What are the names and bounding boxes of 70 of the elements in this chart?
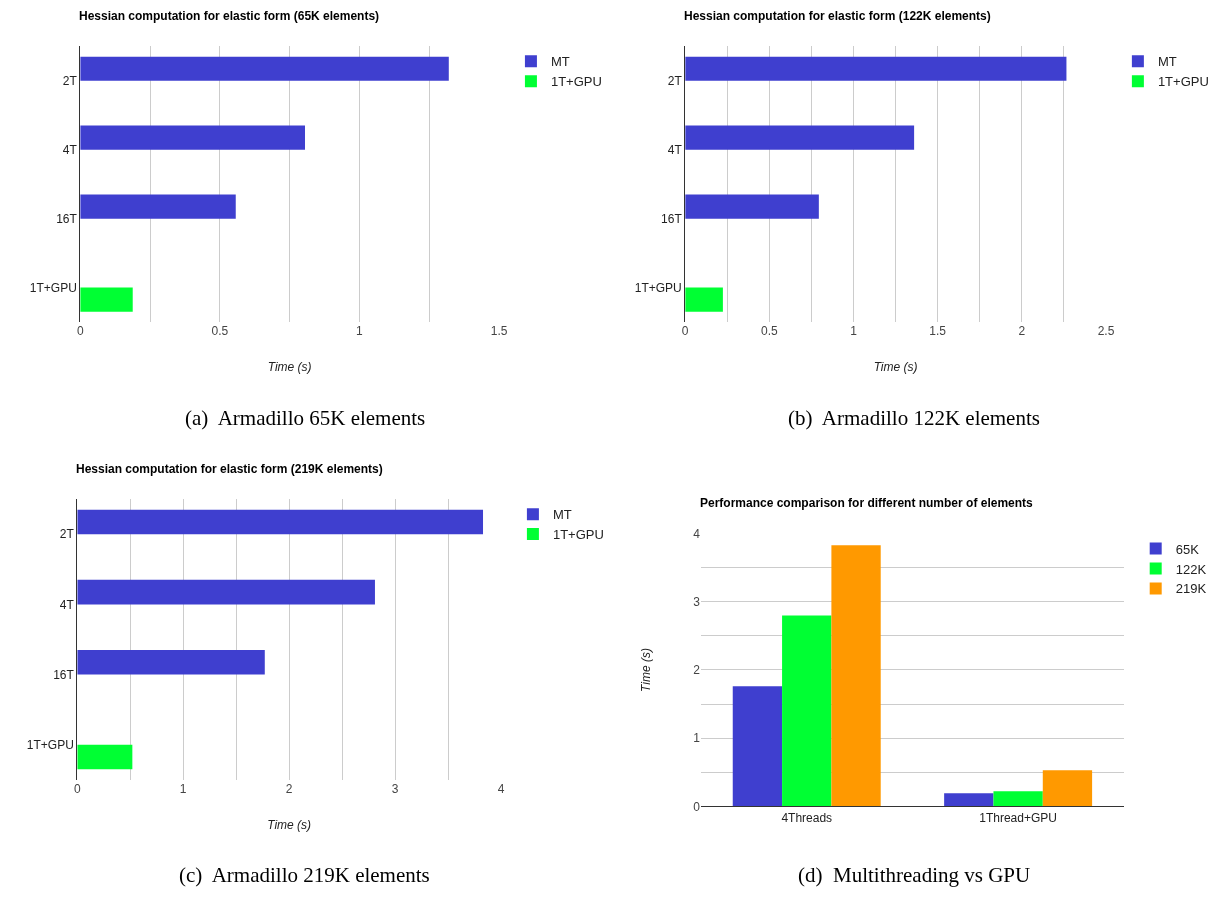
- y-tick-label: 1T+GPU: [26, 737, 74, 752]
- bar: [77, 579, 375, 605]
- x-tick-label: 1: [850, 324, 858, 339]
- legend-label: 65K: [1175, 541, 1200, 557]
- x-axis-title: Time (s): [873, 359, 918, 374]
- x-tick-label: 2.5: [1097, 324, 1115, 339]
- bar: [944, 793, 994, 807]
- y-tick-label: 1: [693, 731, 701, 746]
- bar: [685, 56, 1067, 81]
- bar: [77, 509, 484, 535]
- x-tick-label: 1.5: [929, 324, 947, 339]
- y-tick-label: 1T+GPU: [634, 280, 682, 295]
- text: (b) Armadillo 122K elements: [788, 406, 1040, 430]
- x-tick-label: 0.5: [761, 324, 779, 339]
- bar: [80, 56, 449, 81]
- y-tick-label: 16T: [661, 211, 683, 226]
- x-axis-title: Time (s): [267, 817, 312, 832]
- y-tick-label: 2: [693, 663, 701, 678]
- x-tick-label: 4Threads: [781, 810, 833, 825]
- x-tick-label: 2: [285, 781, 293, 796]
- x-tick-label: 1Thread+GPU: [979, 810, 1057, 825]
- legend-label: MT: [1157, 54, 1177, 70]
- y-tick-label: 16T: [56, 211, 78, 226]
- legend-label: MT: [550, 54, 570, 70]
- chart-title: Hessian computation for elastic form (65K elements): [79, 9, 380, 23]
- legend-label: 122K: [1175, 561, 1207, 577]
- y-tick-label: 2T: [62, 74, 78, 89]
- chart-title: Hessian computation for elastic form (122K elements): [684, 9, 991, 23]
- text: (c) Armadillo 219K elements: [179, 863, 430, 887]
- bar: [732, 686, 783, 807]
- bar: [80, 194, 236, 219]
- legend-label: 219K: [1175, 581, 1207, 597]
- legend-label: MT: [552, 507, 572, 523]
- x-tick-label: 0.5: [211, 324, 229, 339]
- y-tick-label: 1T+GPU: [29, 280, 77, 295]
- x-tick-label: 1: [356, 324, 364, 339]
- bar: [831, 545, 881, 807]
- legend-label: 1T+GPU: [552, 527, 604, 543]
- y-tick-label: 4: [693, 526, 701, 541]
- bar: [685, 287, 723, 312]
- x-tick-label: 1: [179, 781, 187, 796]
- chart-title: Performance comparison for different number of elements: [700, 496, 1034, 510]
- text: (d) Multithreading vs GPU: [798, 863, 1031, 887]
- bar: [993, 791, 1043, 807]
- y-tick-label: 3: [693, 595, 701, 610]
- y-tick-label: 2T: [59, 527, 75, 542]
- y-axis-title: Time (s): [638, 648, 653, 692]
- y-tick-label: 4T: [59, 597, 75, 612]
- y-tick-label: 4T: [667, 142, 683, 157]
- legend-label: 1T+GPU: [550, 74, 602, 90]
- bar: [685, 194, 819, 219]
- y-tick-label: 16T: [53, 667, 75, 682]
- x-axis-title: Time (s): [267, 359, 312, 374]
- y-tick-label: 2T: [667, 74, 683, 89]
- bar: [80, 287, 133, 312]
- text: (a) Armadillo 65K elements: [185, 406, 426, 430]
- x-tick-label: 2: [1018, 324, 1026, 339]
- bar: [80, 125, 305, 150]
- y-tick-label: 0: [693, 799, 701, 814]
- chart-title: Hessian computation for elastic form (219K elements): [76, 462, 383, 476]
- bar: [77, 744, 133, 770]
- bar: [77, 650, 265, 675]
- y-tick-label: 4T: [62, 142, 78, 157]
- legend-label: 1T+GPU: [1157, 74, 1209, 90]
- x-tick-label: 3: [391, 781, 399, 796]
- x-tick-label: 1.5: [490, 324, 508, 339]
- x-tick-label: 4: [497, 781, 505, 796]
- bar: [1042, 770, 1093, 807]
- bar: [782, 615, 832, 807]
- bar: [685, 125, 915, 150]
